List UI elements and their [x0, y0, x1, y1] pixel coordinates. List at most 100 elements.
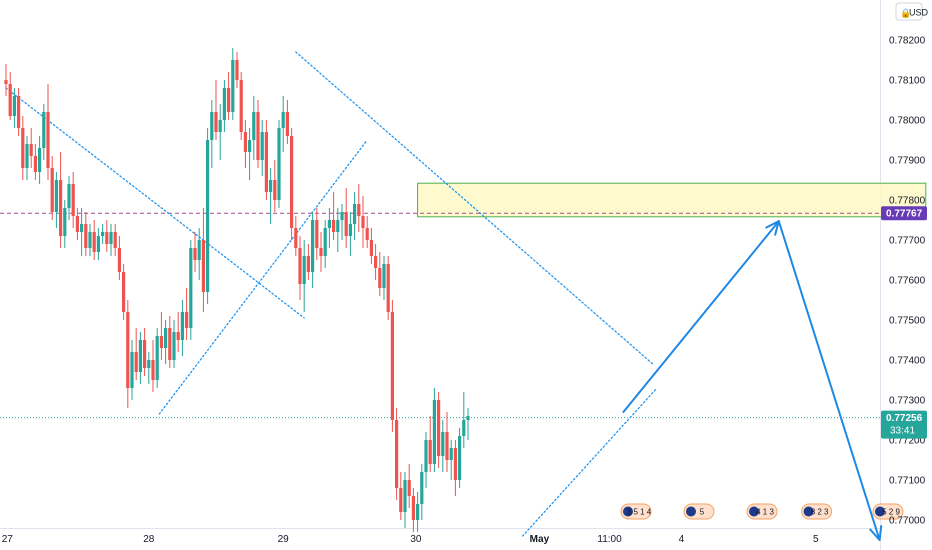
candle-body — [441, 432, 445, 456]
candle-body — [428, 440, 432, 464]
candle-body — [374, 256, 378, 268]
candle-body — [29, 144, 33, 156]
candle-body — [46, 112, 50, 168]
currency-label: USD — [909, 8, 929, 18]
trendline-2[interactable] — [158, 139, 368, 415]
candle — [117, 236, 121, 280]
time-tick-label[interactable]: 4 — [679, 534, 685, 545]
price-tick-label[interactable]: 0.77600 — [889, 276, 926, 287]
price-tick-label[interactable]: 0.77800 — [889, 196, 926, 207]
candle-body — [155, 336, 159, 380]
candle — [449, 440, 453, 480]
candle-body — [344, 212, 348, 236]
candle — [130, 340, 134, 400]
candle — [71, 172, 75, 228]
candle-body — [407, 480, 411, 496]
candle — [222, 80, 226, 132]
currency-badge-box — [895, 2, 923, 21]
candle-body — [458, 436, 462, 480]
price-tick-label[interactable]: 0.77400 — [889, 356, 926, 367]
candle — [54, 172, 58, 228]
candle-body — [281, 112, 285, 128]
projection-arrow-down-shaft[interactable] — [777, 220, 881, 541]
resistance-zone[interactable] — [417, 182, 927, 218]
candle — [277, 120, 281, 208]
candle — [113, 224, 117, 256]
candle-body — [17, 96, 21, 128]
time-tick-label[interactable]: 28 — [143, 534, 155, 545]
event-marker[interactable]: 5 — [683, 503, 715, 520]
candle — [458, 428, 462, 488]
candle-body — [327, 220, 331, 228]
price-tick-label[interactable]: 0.77900 — [889, 156, 926, 167]
trendline-1[interactable] — [5, 87, 305, 319]
candle-body — [294, 228, 298, 248]
candle-body — [260, 132, 264, 160]
candle-body — [315, 220, 319, 248]
candle — [210, 100, 214, 168]
price-tick-label[interactable]: 0.77000 — [889, 516, 926, 527]
candle — [466, 408, 470, 440]
event-marker[interactable]: 4 1 3 — [746, 503, 778, 520]
trendline-4[interactable] — [521, 387, 658, 537]
price-axis[interactable]: 0.78200 0.78100 0.78000 0.77900 0.77800 0.777… — [889, 36, 926, 527]
candle-body — [235, 60, 239, 80]
time-tick-label[interactable]: 27 — [2, 534, 14, 545]
projection-path[interactable] — [622, 220, 883, 541]
projection-arrow-down-head[interactable] — [869, 525, 883, 541]
current-price-tag-box — [881, 410, 927, 439]
price-tick-label[interactable]: 0.78200 — [889, 36, 926, 47]
time-tick-label[interactable]: May — [530, 534, 550, 545]
candle — [105, 220, 109, 252]
trendline-3[interactable] — [295, 51, 654, 365]
projection-arrow-up-shaft[interactable] — [622, 220, 780, 413]
price-tick-label[interactable]: 0.78100 — [889, 76, 926, 87]
resistance-price-tag[interactable]: 0.77767 — [881, 206, 927, 221]
countdown-label: 33:41 — [890, 426, 915, 437]
candle — [231, 48, 235, 120]
candle-body — [206, 140, 210, 292]
time-tick-label[interactable]: 29 — [278, 534, 290, 545]
event-marker[interactable]: 3 5 1 4 — [620, 503, 652, 520]
resistance-zone-box[interactable] — [417, 182, 927, 218]
time-axis[interactable]: 27 28 29 30 May 11:00 4 5 — [2, 534, 819, 545]
candle-body — [101, 232, 105, 236]
price-tick-label[interactable]: 0.77200 — [889, 436, 926, 447]
event-count-label: 8 2 3 — [811, 508, 829, 517]
candle — [319, 232, 323, 272]
candle — [390, 300, 394, 432]
candle — [306, 244, 310, 280]
event-count-label: 5 2 9 — [882, 508, 900, 517]
lock-icon: 🔒 — [900, 8, 911, 18]
candle — [126, 300, 130, 408]
candle-body — [21, 128, 25, 168]
price-tick-label[interactable]: 0.77500 — [889, 316, 926, 327]
current-price-tag[interactable]: 0.77256 33:41 — [881, 410, 927, 439]
price-tick-label[interactable]: 0.77100 — [889, 476, 926, 487]
candle — [218, 104, 222, 160]
candle-body — [264, 132, 268, 192]
candle — [411, 488, 415, 532]
time-tick-label[interactable]: 5 — [813, 534, 819, 545]
economic-events[interactable]: 3 5 1 4 5 4 1 3 8 2 3 5 2 9 — [620, 503, 904, 520]
trendlines[interactable] — [5, 51, 658, 537]
event-marker[interactable]: 5 2 9 — [872, 503, 904, 520]
event-count-label: 4 1 3 — [756, 508, 774, 517]
price-tick-label[interactable]: 0.78000 — [889, 116, 926, 127]
price-tick-label[interactable]: 0.77300 — [889, 396, 926, 407]
price-tick-label[interactable]: 0.77700 — [889, 236, 926, 247]
candle — [67, 176, 71, 220]
currency-badge[interactable]: 🔒 USD — [895, 2, 929, 21]
candle-body — [109, 232, 113, 244]
candle — [407, 464, 411, 508]
candle — [88, 224, 92, 256]
candle-body — [38, 148, 42, 172]
time-tick-label[interactable]: 11:00 — [597, 534, 622, 545]
time-tick-label[interactable]: 30 — [410, 534, 422, 545]
candle-body — [466, 416, 470, 420]
candle-body — [176, 332, 180, 340]
event-marker[interactable]: 8 2 3 — [801, 503, 833, 520]
candle — [201, 208, 205, 312]
candle-body — [290, 136, 294, 228]
